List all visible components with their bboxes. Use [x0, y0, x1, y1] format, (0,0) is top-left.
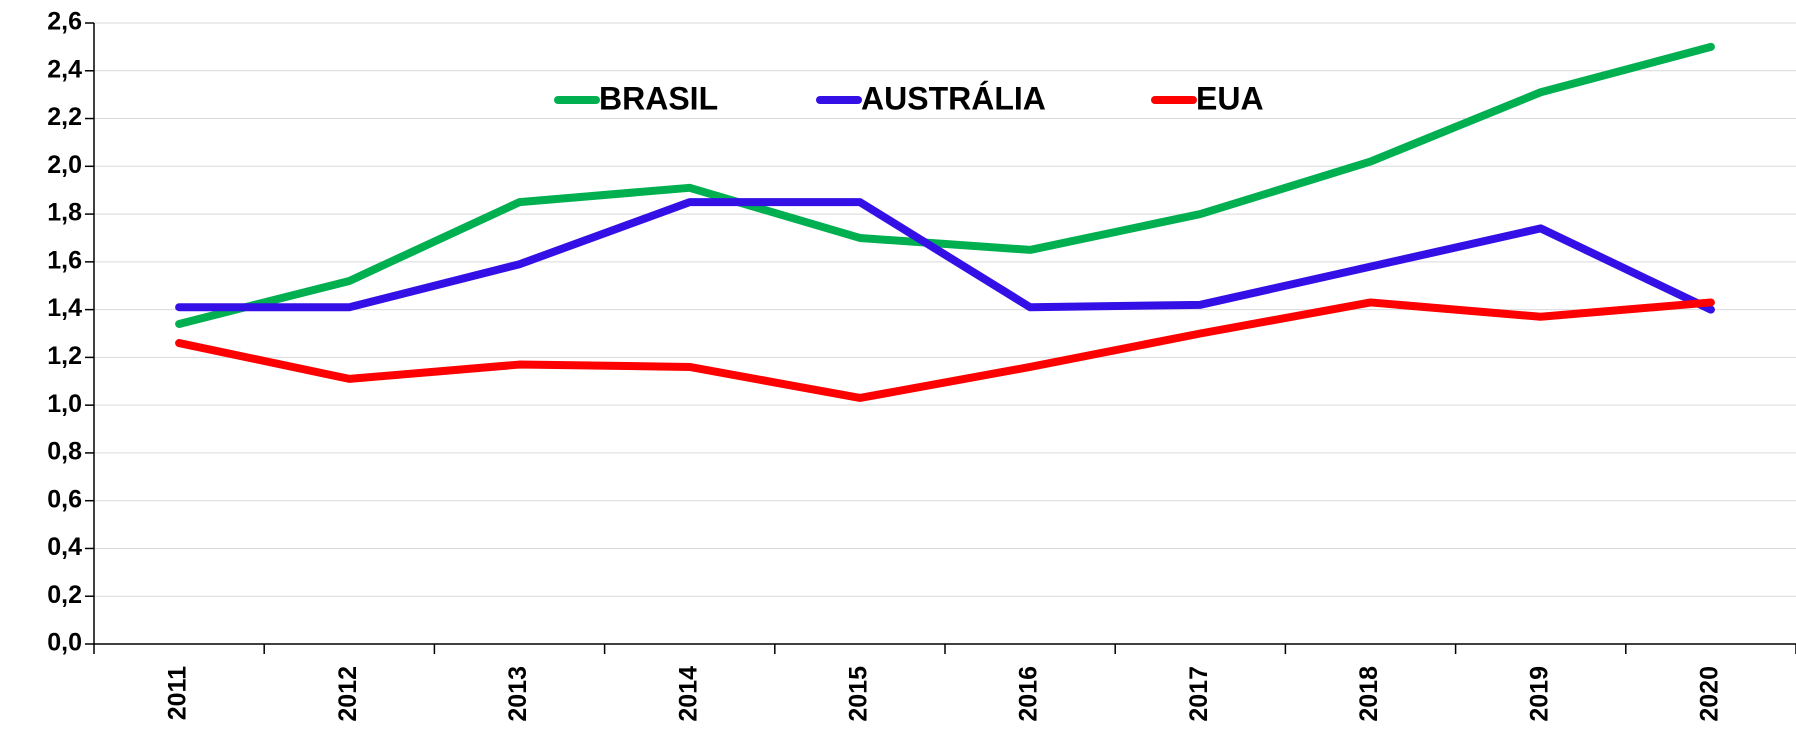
x-tick-label: 2013 [504, 666, 532, 722]
y-tick-label: 2,6 [47, 8, 82, 36]
x-tick-label: 2012 [334, 666, 362, 722]
x-tick-label: 2011 [164, 666, 192, 720]
y-tick-label: 1,8 [47, 199, 82, 227]
legend-label: BRASIL [599, 80, 718, 116]
y-tick-label: 0,2 [47, 581, 82, 609]
y-tick-label: 0,0 [47, 629, 82, 657]
x-tick-label: 2015 [845, 666, 873, 722]
y-tick-label: 2,2 [47, 103, 82, 131]
x-tick-label: 2018 [1355, 666, 1383, 722]
y-tick-label: 0,4 [47, 533, 82, 561]
series-line [175, 198, 1715, 314]
series-line [175, 298, 1715, 402]
legend-label: AUSTRÁLIA [861, 80, 1046, 116]
x-tick-label: 2014 [674, 666, 702, 722]
x-tick-label: 2019 [1525, 666, 1553, 722]
y-tick-label: 2,0 [47, 151, 82, 179]
y-tick-label: 0,6 [47, 485, 82, 513]
y-tick-label: 1,0 [47, 390, 82, 418]
y-tick-label: 1,6 [47, 246, 82, 274]
x-tick-label: 2016 [1015, 666, 1043, 722]
y-tick-label: 1,4 [47, 294, 82, 322]
legend-label: EUA [1196, 80, 1264, 116]
y-tick-label: 1,2 [47, 342, 82, 370]
series-line [175, 42, 1715, 328]
y-tick-label: 2,4 [47, 55, 82, 83]
y-tick-label: 0,8 [47, 438, 82, 466]
x-tick-label: 2017 [1185, 666, 1213, 722]
x-tick-label: 2020 [1696, 666, 1724, 722]
